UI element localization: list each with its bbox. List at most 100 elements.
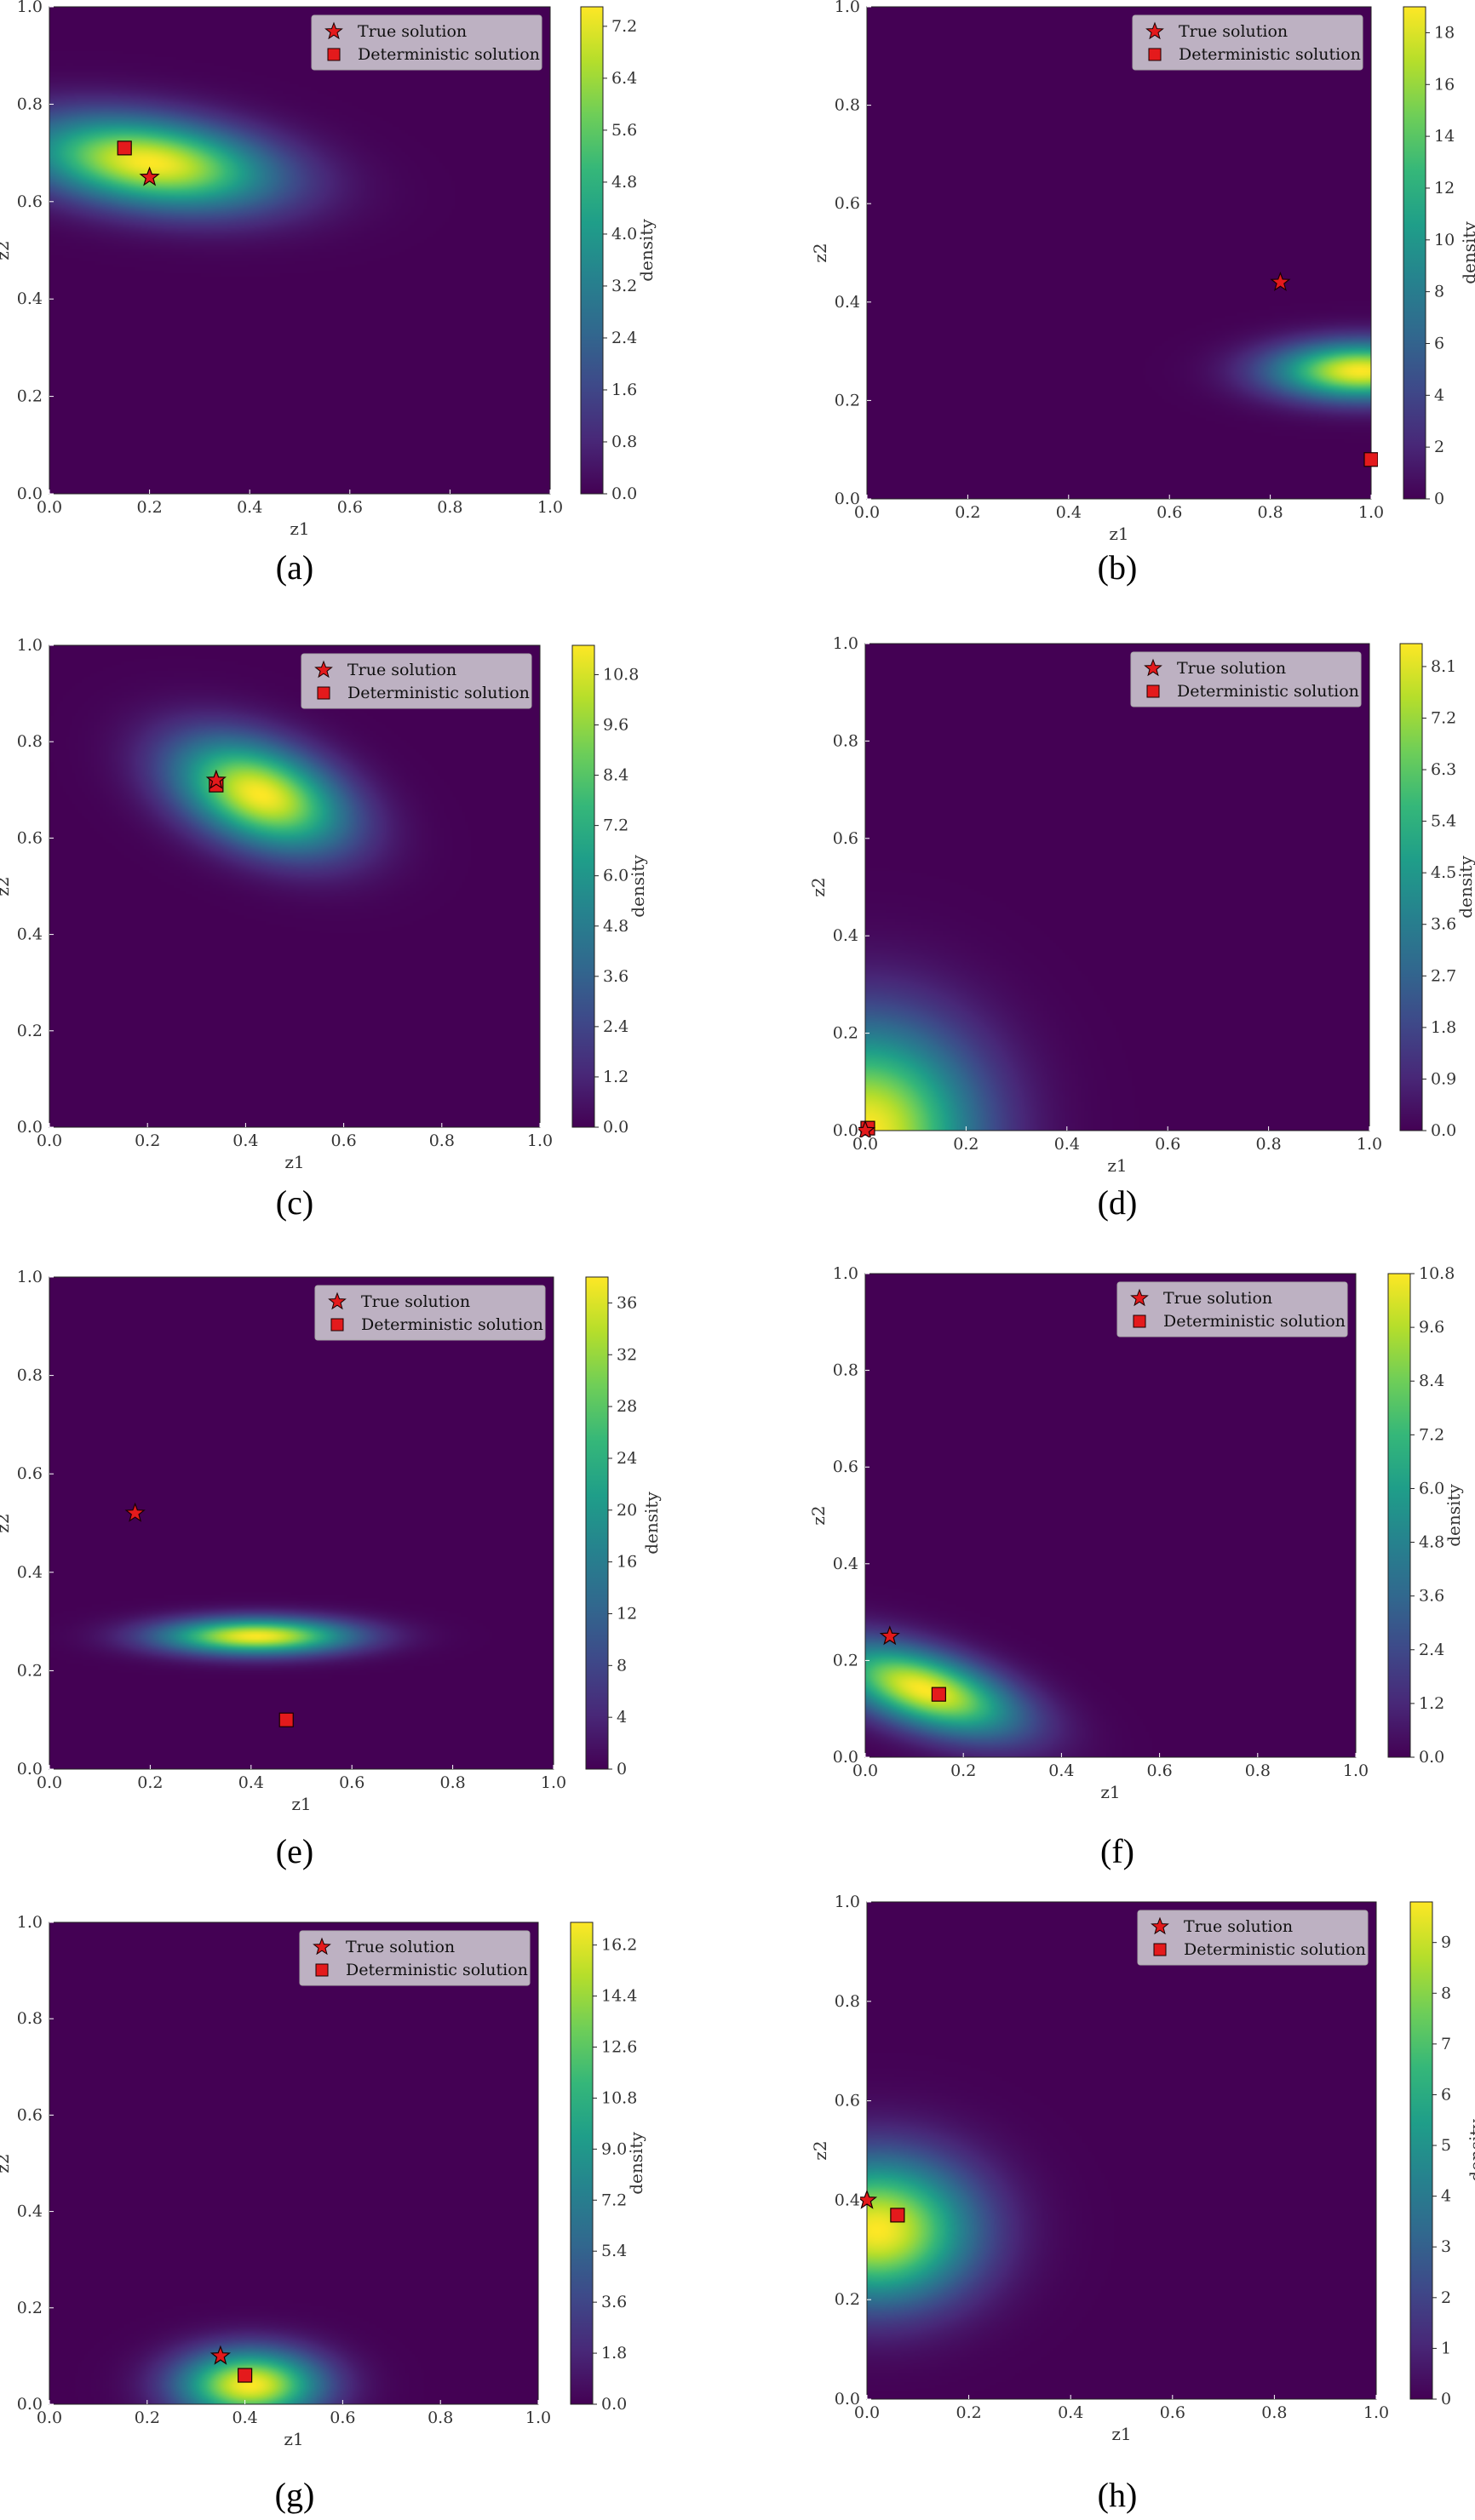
subplot-caption: (g) [275, 2476, 315, 2514]
x-tick-label: 0.2 [953, 1135, 979, 1154]
subplot-a: 0.0 0.2 0.4 0.6 0.8 1.0 0.0 0.2 0.4 0.6 0.8 1.0 z1 z2… [0, 0, 657, 587]
y-tick-label: 0.4 [17, 925, 43, 944]
y-tick-label: 0.4 [17, 2202, 43, 2221]
subplot-caption: (h) [1098, 2476, 1138, 2514]
legend: True solution Deterministic solution [1130, 651, 1362, 707]
y-tick-label: 0.2 [17, 387, 43, 406]
red-square-icon [1148, 48, 1162, 61]
legend-box [1130, 651, 1362, 707]
colorbar-tick-label: 32 [617, 1345, 637, 1364]
red-square-icon [1153, 1943, 1167, 1956]
plot-frame [864, 1273, 1357, 1758]
density-heatmap [865, 1274, 1356, 1757]
y-tick-label: 0.6 [835, 2092, 860, 2110]
x-tick-label: 0.8 [437, 498, 462, 517]
colorbar-tick-label: 2.4 [603, 1017, 628, 1036]
x-tick-label: 0.0 [37, 1773, 62, 1792]
colorbar-tick-label: 9 [1441, 1933, 1451, 1952]
red-star-icon [1130, 1288, 1149, 1307]
legend-deterministic-label: Deterministic solution [361, 1315, 543, 1334]
colorbar-tick-label: 24 [617, 1449, 637, 1468]
y-tick-label: 0.2 [17, 1661, 43, 1680]
colorbar-tick-label: 12 [617, 1604, 637, 1623]
colorbar-tick-label: 5.4 [1431, 812, 1456, 831]
legend-box [311, 14, 542, 71]
x-tick-label: 0.6 [330, 1131, 356, 1150]
colorbar-tick-label: 28 [617, 1397, 637, 1416]
x-tick-label: 0.4 [1056, 503, 1082, 522]
x-tick-label: 0.8 [429, 1131, 455, 1150]
legend-deterministic-label: Deterministic solution [347, 684, 530, 702]
y-tick-label: 0.4 [835, 2191, 860, 2209]
colorbar-label: density [1466, 2119, 1475, 2182]
y-tick-label: 0.0 [17, 2395, 43, 2414]
subplot-d: 0.0 0.2 0.4 0.6 0.8 1.0 0.0 0.2 0.4 0.6 0.8 1.0 z1 z2… [808, 634, 1475, 1222]
x-tick-label: 0.6 [1155, 1135, 1180, 1154]
legend-box [314, 1285, 546, 1341]
legend-box [1137, 1910, 1369, 1966]
colorbar-tick-label: 4.5 [1431, 863, 1456, 882]
colorbar-tick-label: 4 [1441, 2187, 1451, 2206]
subplot-b: 0.0 0.2 0.4 0.6 0.8 1.0 0.0 0.2 0.4 0.6 0.8 1.0 z1 z2… [810, 0, 1475, 587]
colorbar-tick-label: 8 [617, 1656, 627, 1675]
colorbar-tick-label: 16 [1434, 75, 1455, 94]
colorbar-tick-label: 0.9 [1431, 1069, 1456, 1088]
x-tick-label: 0.4 [238, 1773, 264, 1792]
colorbar-tick-label: 3 [1441, 2237, 1451, 2256]
x-tick-label: 0.8 [439, 1773, 465, 1792]
plot-frame [49, 644, 541, 1128]
colorbar [1403, 6, 1426, 500]
colorbar-tick-label: 4.0 [611, 225, 637, 243]
colorbar-tick-label: 8.4 [1419, 1372, 1444, 1390]
x-axis-label: z1 [1107, 1155, 1127, 1176]
y-tick-label: 1.0 [17, 0, 43, 16]
colorbar-tick-label: 2 [1441, 2288, 1451, 2307]
colorbar [1399, 643, 1423, 1131]
plot-frame [49, 1276, 554, 1770]
y-tick-label: 0.6 [17, 2105, 43, 2124]
x-tick-label: 0.2 [955, 503, 980, 522]
x-tick-label: 0.6 [1156, 503, 1182, 522]
red-star-icon [314, 660, 333, 679]
y-tick-label: 0.0 [833, 1121, 858, 1140]
y-tick-label: 0.6 [835, 194, 860, 213]
colorbar-tick-label: 3.6 [1419, 1587, 1444, 1606]
y-tick-label: 0.2 [835, 391, 860, 410]
x-axis-label: z1 [291, 1794, 311, 1814]
colorbar [580, 6, 604, 495]
colorbar-tick-label: 18 [1434, 23, 1455, 42]
x-tick-label: 0.8 [1245, 1761, 1271, 1780]
subplot-c: 0.0 0.2 0.4 0.6 0.8 1.0 0.0 0.2 0.4 0.6 0.8 1.0 z1 z2… [0, 636, 648, 1222]
red-star-icon [313, 1937, 331, 1956]
y-tick-label: 0.6 [833, 829, 858, 848]
legend: True solution Deterministic solution [1116, 1281, 1348, 1337]
y-tick-label: 0.4 [17, 289, 43, 308]
x-tick-label: 1.0 [1357, 1135, 1382, 1154]
legend-deterministic-label: Deterministic solution [346, 1961, 528, 1979]
x-tick-label: 1.0 [1343, 1761, 1369, 1780]
y-tick-label: 0.4 [833, 926, 858, 945]
colorbar-tick-label: 8.1 [1431, 657, 1456, 676]
x-tick-label: 0.0 [37, 2408, 62, 2427]
colorbar-tick-label: 9.6 [603, 716, 628, 735]
x-tick-label: 1.0 [541, 1773, 566, 1792]
colorbar-tick-label: 6.0 [603, 867, 628, 885]
colorbar-tick-label: 10 [1434, 231, 1455, 249]
colorbar-tick-label: 5.4 [601, 2242, 627, 2260]
x-tick-label: 0.2 [137, 1773, 163, 1792]
y-tick-label: 0.8 [17, 2009, 43, 2028]
x-tick-label: 1.0 [537, 498, 563, 517]
density-heatmap [867, 1902, 1376, 2399]
x-tick-label: 0.2 [135, 2408, 160, 2427]
colorbar-tick-label: 10.8 [1419, 1264, 1455, 1283]
y-axis-label: z2 [810, 243, 830, 262]
red-star-icon [1145, 21, 1164, 40]
colorbar-label: density [626, 2132, 646, 2195]
plot-frame [49, 1922, 539, 2405]
x-axis-label: z1 [1109, 524, 1128, 544]
x-tick-label: 0.0 [852, 1761, 878, 1780]
y-tick-label: 0.8 [833, 1361, 858, 1380]
y-axis-label: z2 [0, 240, 13, 260]
density-heatmap [49, 7, 550, 494]
subplot-e: 0.0 0.2 0.4 0.6 0.8 1.0 0.0 0.2 0.4 0.6 0.8 1.0 z1 z2… [0, 1268, 662, 1870]
